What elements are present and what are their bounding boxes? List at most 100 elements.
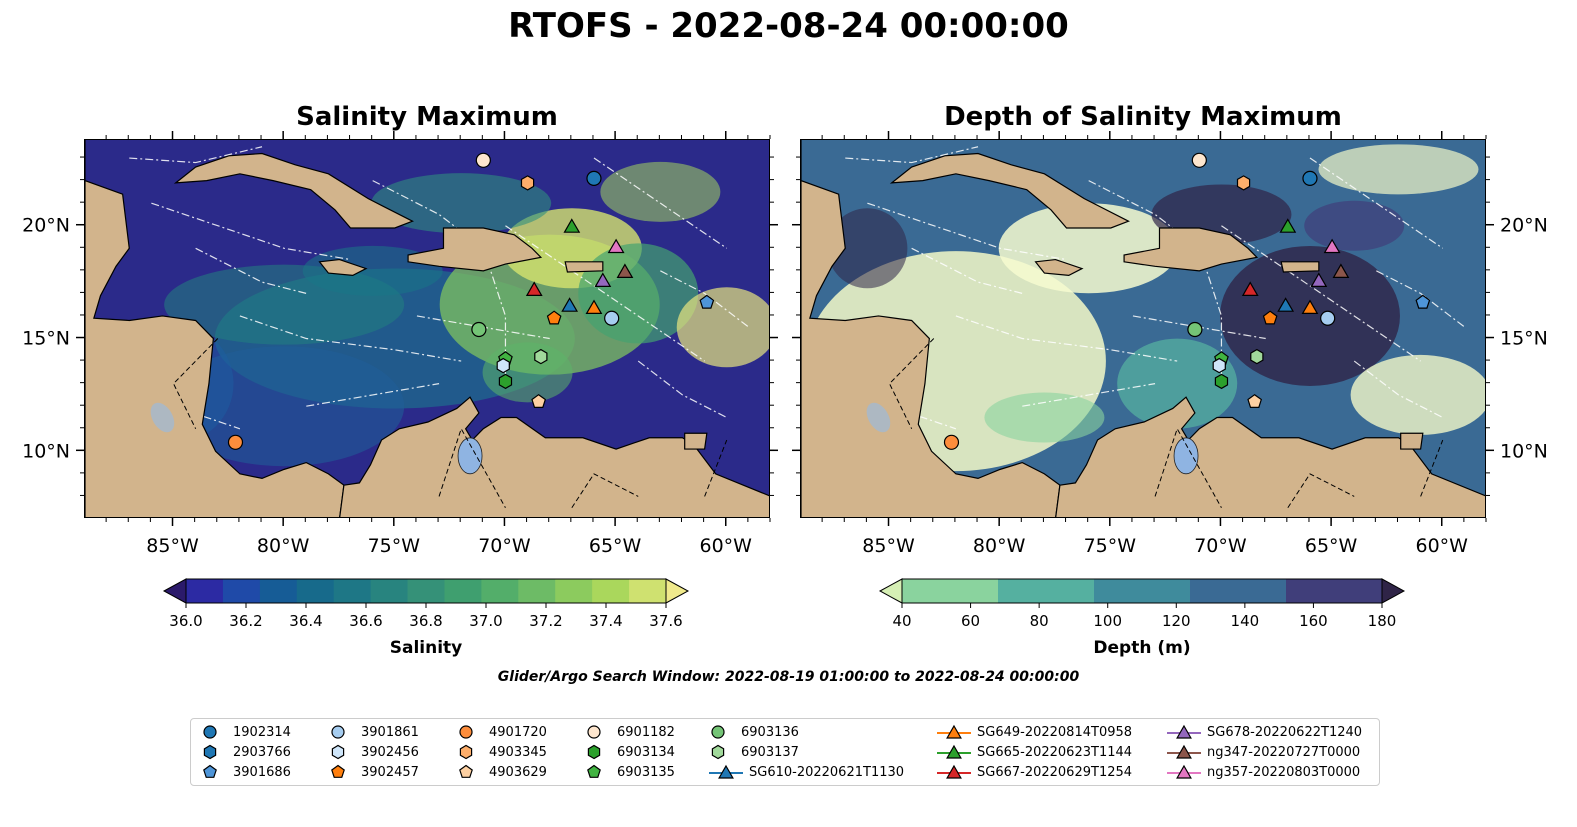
lon-tick-label: 65°W [589,535,642,557]
colorbar-segment [296,579,335,603]
colorbar-tick-label: 37.4 [589,612,622,630]
depth-map[interactable] [800,139,1486,518]
legend-label: 6903134 [617,744,675,760]
colorbar-tick-label: 37.2 [529,612,562,630]
legend-marker [587,744,601,760]
lon-tick-label: 75°W [1084,535,1137,557]
marker-3901861[interactable] [1320,310,1336,326]
marker-SG678-20220622T1240[interactable] [1310,272,1328,287]
colorbar-tick-label: 36.6 [349,612,382,630]
colorbar-segment [592,579,630,603]
colorbar-tick-label: 60 [961,612,980,630]
legend-item: SG665-20220623T1144 [937,743,1132,761]
marker-4903345[interactable] [520,175,535,191]
legend-label: 3901686 [233,764,291,780]
marker-3902456[interactable] [1212,357,1226,374]
marker-1902314[interactable] [1302,170,1318,186]
legend-item: 3901861 [329,723,419,741]
colorbar-segment [1094,579,1191,603]
marker-SG649-20220814T0958[interactable] [585,299,603,314]
marker-4901720[interactable] [943,434,960,450]
colorbar-segment [902,579,999,603]
colorbar-segment [481,579,519,603]
legend-item: SG678-20220622T1240 [1167,723,1362,741]
marker-6901182[interactable] [475,152,491,168]
legend-marker [331,744,345,760]
figure-title: RTOFS - 2022-08-24 00:00:00 [508,6,1069,46]
marker-SG678-20220622T1240[interactable] [594,272,612,287]
marker-4903345[interactable] [1236,175,1251,191]
legend-marker [711,725,725,739]
marker-3902457[interactable] [546,310,562,325]
marker-3902457[interactable] [1262,310,1278,325]
lat-tick-label: 20°N [22,215,70,237]
legend-label: 6903136 [741,724,799,740]
colorbar-tick-label: 80 [1030,612,1049,630]
legend-marker [711,744,725,760]
lon-tick-label: 75°W [368,535,421,557]
marker-6903137[interactable] [534,348,548,365]
legend-marker [331,725,345,739]
lat-tick-label: 15°N [1500,328,1548,350]
marker-6903137[interactable] [1250,348,1264,365]
marker-3902456[interactable] [496,357,510,374]
marker-ng357-20220803T0000[interactable] [1323,238,1341,254]
lon-tick-label: 70°W [1194,535,1247,557]
marker-SG649-20220814T0958[interactable] [1301,299,1319,314]
lat-tick-label: 20°N [1500,215,1548,237]
legend-item: 2903766 [201,743,291,761]
legend-marker [937,744,971,759]
marker-6901182[interactable] [1191,152,1207,168]
lon-tick-label: 80°W [257,535,310,557]
colorbar-tick-label: 36.8 [409,612,442,630]
colorbar-extend-high [665,578,690,604]
marker-SG610-20220621T1130[interactable] [1277,297,1295,312]
marker-6903134[interactable] [1214,373,1229,390]
marker-1902314[interactable] [586,170,602,186]
marker-ng357-20220803T0000[interactable] [607,238,625,254]
legend-label: SG667-20220629T1254 [977,764,1133,780]
legend-label: 3901861 [361,724,419,740]
marker-ng347-20220727T0000[interactable] [616,263,634,278]
salinity-map[interactable] [84,139,770,518]
legend-label: 6903135 [617,764,675,780]
marker-6903134[interactable] [498,373,513,390]
colorbar-segment [407,579,445,603]
marker-SG667-20220629T1254[interactable] [525,281,543,296]
colorbar-extend-low [878,578,903,604]
legend-item: 4903345 [457,743,547,761]
marker-3901861[interactable] [604,310,620,326]
marker-4901720[interactable] [227,434,244,450]
legend-marker [459,725,473,739]
marker-SG665-20220623T1144[interactable] [563,218,581,233]
marker-4903629[interactable] [1247,393,1263,408]
colorbar-tick-label: 37.0 [469,612,502,630]
legend: 1902314 2903766 3901686 3901861 3902456 39024… [190,718,1380,786]
legend-item: 3902456 [329,743,419,761]
marker-ng347-20220727T0000[interactable] [1332,263,1350,278]
colorbar-segment [1190,579,1287,603]
legend-label: SG649-20220814T0958 [977,724,1133,740]
marker-6903136[interactable] [471,321,487,338]
marker-SG610-20220621T1130[interactable] [561,297,579,312]
marker-SG667-20220629T1254[interactable] [1241,281,1259,296]
legend-marker [459,764,473,778]
legend-item: ng357-20220803T0000 [1167,763,1360,781]
colorbar-tick-label: 120 [1162,612,1191,630]
marker-4903629[interactable] [531,393,547,408]
marker-SG665-20220623T1144[interactable] [1279,218,1297,233]
marker-6903136[interactable] [1187,321,1203,338]
colorbar-extend-low [162,578,187,604]
legend-label: 2903766 [233,744,291,760]
colorbar-segment [333,579,372,603]
legend-label: 4903345 [489,744,547,760]
marker-3901686[interactable] [1415,294,1431,309]
legend-marker [203,744,217,760]
colorbar-tick-label: 37.6 [649,612,682,630]
legend-marker [331,764,345,778]
legend-label: 3902457 [361,764,419,780]
marker-3901686[interactable] [699,294,715,309]
legend-marker [937,724,971,739]
legend-label: 4903629 [489,764,547,780]
legend-item: SG649-20220814T0958 [937,723,1132,741]
